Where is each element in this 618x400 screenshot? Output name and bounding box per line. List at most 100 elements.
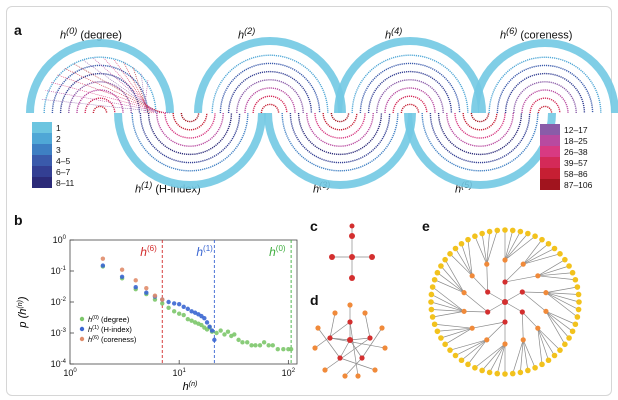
legend-entry: 1 xyxy=(32,122,74,133)
arc-title-h2: h(2) xyxy=(238,26,256,42)
legend-label: 58–86 xyxy=(564,168,588,179)
x-tick-label: 101 xyxy=(172,368,186,378)
panel-b-label: b xyxy=(14,212,23,228)
data-point xyxy=(181,304,186,310)
data-point xyxy=(245,340,250,345)
data-point xyxy=(181,312,186,318)
data-point xyxy=(202,316,207,321)
arc-title-h6: h(6) (coreness) xyxy=(500,26,573,42)
data-point xyxy=(119,267,125,272)
legend-swatch xyxy=(540,168,560,179)
arc-group-1 xyxy=(114,112,266,189)
arc-title-h4: h(4) xyxy=(385,26,403,42)
data-point xyxy=(185,316,191,322)
data-point xyxy=(176,301,182,307)
legend-swatch xyxy=(540,135,560,146)
legend-marker xyxy=(79,336,85,342)
data-point xyxy=(160,301,165,306)
data-point xyxy=(144,285,149,291)
figure-frame xyxy=(6,6,612,396)
data-point xyxy=(261,340,267,345)
legend-right: 12–17 18–25 26–38 39–57 58–86 87–106 xyxy=(540,124,592,190)
legend-text: h(1) (H-index) xyxy=(88,325,132,334)
x-tick-label: 102 xyxy=(282,368,296,378)
data-point xyxy=(222,332,227,337)
legend-swatch xyxy=(32,166,52,177)
vline-annotation: h(6) xyxy=(140,244,157,259)
data-point xyxy=(225,329,231,334)
chart-xlabel: h(n) xyxy=(183,381,198,393)
data-point xyxy=(152,293,158,298)
vline-annotation: h(1) xyxy=(196,244,213,259)
data-point xyxy=(100,263,106,268)
data-point xyxy=(288,347,294,352)
data-point xyxy=(192,310,198,315)
legend-entry: 4–5 xyxy=(32,155,74,166)
data-point xyxy=(171,301,177,306)
panel-a-arc-diagram xyxy=(26,37,618,189)
data-point xyxy=(119,274,125,279)
legend-label: 39–57 xyxy=(564,157,588,168)
panel-a-label: a xyxy=(14,22,22,38)
data-point xyxy=(189,309,194,314)
data-point xyxy=(176,311,182,316)
legend-entry: 18–25 xyxy=(540,135,592,146)
data-point xyxy=(204,320,210,325)
legend-entry: 2 xyxy=(32,133,74,144)
degree-fan xyxy=(41,57,171,114)
data-point xyxy=(166,299,171,305)
legend-swatch xyxy=(32,144,52,155)
data-point xyxy=(133,285,138,290)
legend-swatch xyxy=(540,157,560,168)
legend-swatch xyxy=(32,155,52,166)
data-point xyxy=(253,343,258,348)
data-point xyxy=(236,337,241,343)
arc-group-3 xyxy=(264,112,416,189)
legend-label: 3 xyxy=(56,144,61,155)
data-point xyxy=(185,306,191,312)
data-point xyxy=(240,340,245,345)
y-tick-label: 10-2 xyxy=(51,297,67,307)
legend-entry: 26–38 xyxy=(540,146,592,157)
arc-group-5 xyxy=(404,112,556,189)
data-point xyxy=(199,322,204,328)
legend-left: 1 2 3 4–5 6–7 8–11 xyxy=(32,122,74,188)
legend-label: 6–7 xyxy=(56,166,71,177)
legend-label: 12–17 xyxy=(564,124,588,135)
series-2 xyxy=(100,256,165,302)
arc-group-0 xyxy=(26,39,174,114)
legend-marker xyxy=(79,326,85,332)
vline-annotation: h(0) xyxy=(269,244,286,259)
data-point xyxy=(266,343,271,348)
panel-d-label: d xyxy=(310,292,319,308)
legend-swatch xyxy=(540,179,560,190)
legend-entry: 12–17 xyxy=(540,124,592,135)
data-point xyxy=(249,343,254,348)
legend-swatch xyxy=(32,133,52,144)
data-point xyxy=(275,347,280,352)
legend-marker xyxy=(79,316,85,322)
data-point xyxy=(257,343,263,348)
legend-label: 87–106 xyxy=(564,179,593,190)
data-point xyxy=(133,278,138,283)
data-point xyxy=(209,328,215,333)
legend-swatch xyxy=(32,122,52,133)
legend-entry: 58–86 xyxy=(540,168,592,179)
legend-swatch xyxy=(540,124,560,135)
legend-entry: 6–7 xyxy=(32,166,74,177)
data-point xyxy=(214,330,219,336)
legend-label: 18–25 xyxy=(564,135,588,146)
panel-c-label: c xyxy=(310,218,318,234)
legend-swatch xyxy=(32,177,52,188)
y-tick-label: 10-3 xyxy=(51,328,67,338)
legend-entry: 39–57 xyxy=(540,157,592,168)
legend-label: 1 xyxy=(56,122,61,133)
chart-legend: h(0) (degree)h(1) (H-index)h(6) (corenes… xyxy=(79,315,137,344)
panel-e-label: e xyxy=(422,218,430,234)
legend-label: 26–38 xyxy=(564,146,588,157)
y-tick-label: 10-1 xyxy=(51,266,67,276)
arc-group-4 xyxy=(334,37,486,114)
legend-text: h(6) (coreness) xyxy=(88,335,137,344)
legend-label: 2 xyxy=(56,133,61,144)
data-point xyxy=(270,343,275,348)
